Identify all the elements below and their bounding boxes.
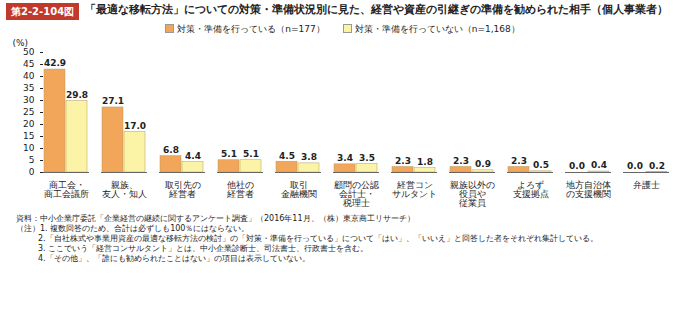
svg-text:50: 50 <box>23 47 35 57</box>
svg-text:27.1: 27.1 <box>102 96 124 106</box>
svg-text:35: 35 <box>23 83 34 93</box>
html-text:2.「自社株式や事業用資産の最適な移転方法の検討」の「対策・: 2.「自社株式や事業用資産の最適な移転方法の検討」の「対策・準備を行っている」に… <box>38 234 598 243</box>
svg-text:25: 25 <box>23 107 34 117</box>
svg-text:0.0: 0.0 <box>569 161 585 171</box>
html-text:対策・準備を行っている（n=177）: 対策・準備を行っている（n=177） <box>177 24 325 34</box>
svg-text:15: 15 <box>23 131 34 141</box>
svg-text:他社の経営者: 他社の経営者 <box>226 180 254 199</box>
html-text:3. ここでいう「経営コンサルタント」とは、中小企業診断士、: 3. ここでいう「経営コンサルタント」とは、中小企業診断士、司法書士、行政書士を… <box>38 244 369 253</box>
svg-text:よろず支援拠点: よろず支援拠点 <box>513 180 549 199</box>
html-text:資料：中小企業庁委託「企業経営の継続に関するアンケート調査」: 資料：中小企業庁委託「企業経営の継続に関するアンケート調査」（2016年11月、… <box>16 214 415 223</box>
svg-text:29.8: 29.8 <box>66 90 88 100</box>
svg-text:40: 40 <box>23 71 35 81</box>
svg-text:地方自治体の支援機関: 地方自治体の支援機関 <box>565 180 611 199</box>
svg-text:0.2: 0.2 <box>649 161 665 171</box>
svg-text:弁護士: 弁護士 <box>633 180 660 190</box>
svg-text:45: 45 <box>23 59 34 69</box>
svg-text:(%): (%) <box>13 38 29 48</box>
svg-text:取引金融機関: 取引金融機関 <box>281 180 317 199</box>
svg-text:商工会・商工会議所: 商工会・商工会議所 <box>44 180 89 199</box>
html-text:4.「その他」、「誰にも勧められたことはない」の項目は表示し: 4.「その他」、「誰にも勧められたことはない」の項目は表示していない。 <box>38 254 310 263</box>
svg-text:2.3: 2.3 <box>511 156 527 166</box>
svg-text:4.5: 4.5 <box>279 151 295 161</box>
html-text:（注）1. 複数回答のため、合計は必ずしも100％にはならな: （注）1. 複数回答のため、合計は必ずしも100％にはならない。 <box>16 224 250 233</box>
svg-text:5: 5 <box>29 155 35 165</box>
svg-text:0.4: 0.4 <box>591 160 607 170</box>
svg-text:0.0: 0.0 <box>627 161 643 171</box>
svg-text:顧問の公認会計士・税理士: 顧問の公認会計士・税理士 <box>334 180 379 208</box>
svg-text:10: 10 <box>23 143 35 153</box>
svg-text:親族以外の役員や従業員: 親族以外の役員や従業員 <box>450 180 495 208</box>
svg-text:3.4: 3.4 <box>337 153 353 163</box>
svg-text:経営コンサルタント: 経営コンサルタント <box>392 180 437 199</box>
svg-text:4.4: 4.4 <box>185 151 201 161</box>
html-text:「最適な移転方法」についての対策・準備状況別に見た、経営や資: 「最適な移転方法」についての対策・準備状況別に見た、経営や資産の引継ぎの準備を勧… <box>85 3 669 16</box>
html-text:第2-2-104図: 第2-2-104図 <box>11 6 75 17</box>
svg-text:42.9: 42.9 <box>44 58 66 68</box>
svg-text:1.8: 1.8 <box>417 157 433 167</box>
svg-text:5.1: 5.1 <box>243 149 259 159</box>
svg-text:5.1: 5.1 <box>221 149 237 159</box>
svg-text:0.9: 0.9 <box>475 159 491 169</box>
svg-text:0: 0 <box>29 167 35 177</box>
svg-text:親族、友人・知人: 親族、友人・知人 <box>102 180 147 199</box>
svg-text:6.8: 6.8 <box>163 145 179 155</box>
svg-text:0.5: 0.5 <box>533 160 549 170</box>
html-text:対策・準備を行っていない（n=1,168）: 対策・準備を行っていない（n=1,168） <box>354 24 520 34</box>
svg-text:20: 20 <box>23 119 35 129</box>
svg-text:30: 30 <box>23 95 35 105</box>
svg-text:2.3: 2.3 <box>453 156 469 166</box>
svg-text:3.5: 3.5 <box>359 153 375 163</box>
svg-text:2.3: 2.3 <box>395 156 411 166</box>
svg-text:3.8: 3.8 <box>301 152 317 162</box>
svg-text:17.0: 17.0 <box>124 121 146 131</box>
svg-text:取引先の経営者: 取引先の経営者 <box>165 180 201 199</box>
